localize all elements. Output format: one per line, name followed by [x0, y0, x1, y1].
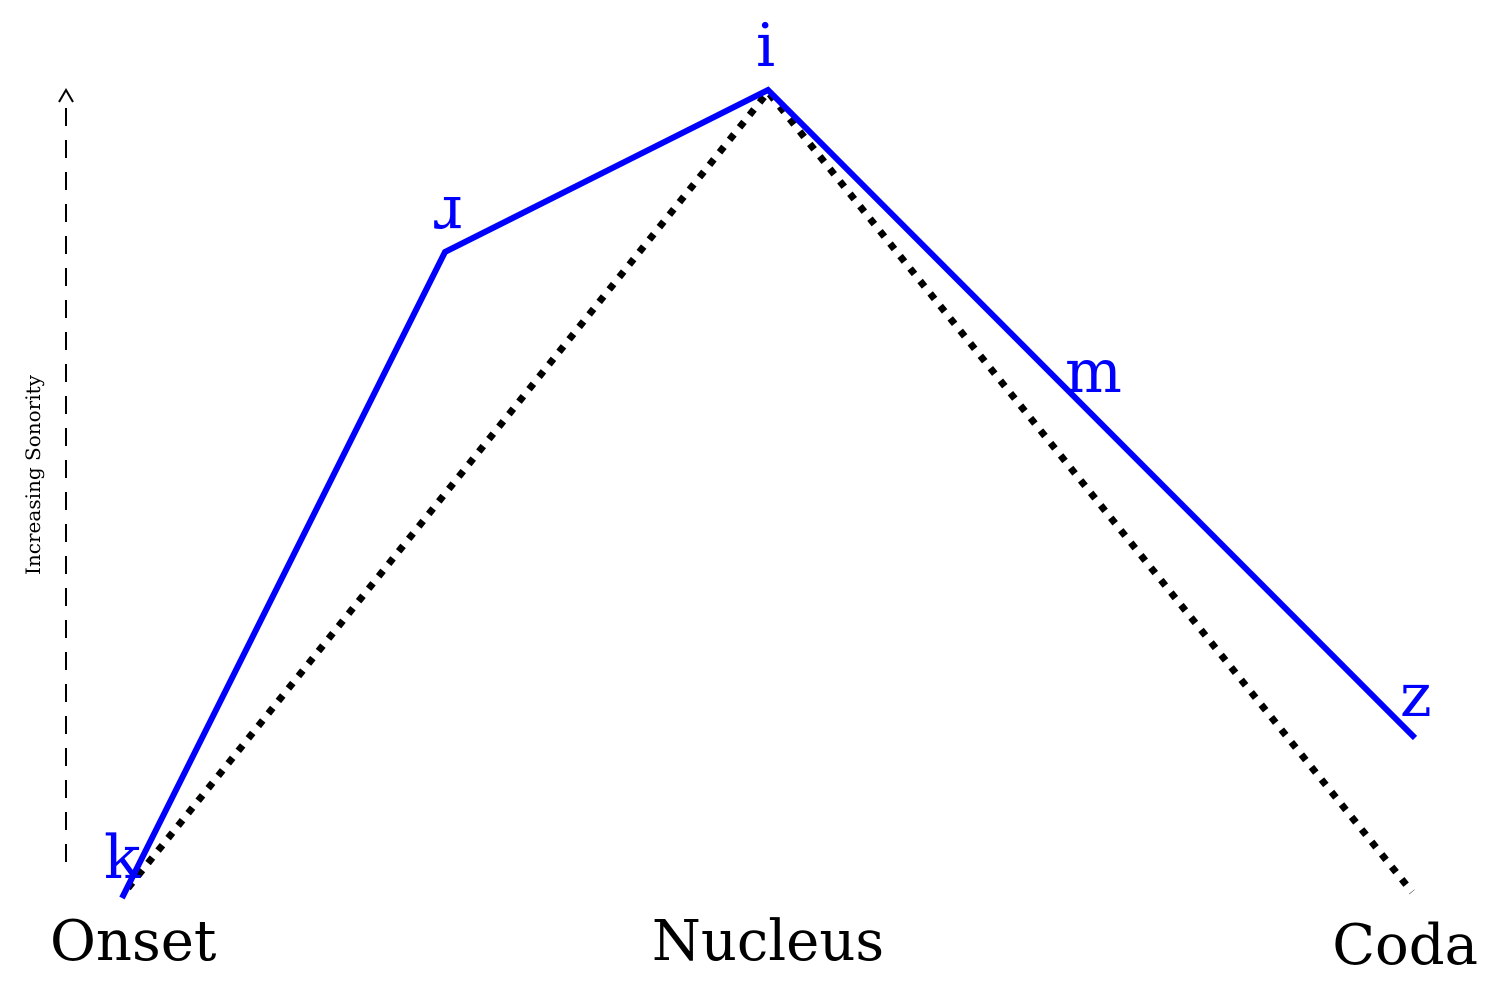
sonority-profile-line — [119, 86, 1418, 900]
phone-label-r: ɹ — [432, 173, 462, 243]
onset-label: Onset — [50, 909, 217, 974]
phone-label-z: z — [1400, 661, 1432, 731]
coda-label: Coda — [1332, 913, 1478, 978]
sonority-axis-arrowhead — [58, 88, 74, 103]
phone-label-i: i — [756, 11, 775, 81]
nucleus-label: Nucleus — [652, 909, 884, 974]
phone-label-m: m — [1065, 337, 1122, 407]
sonority-axis-label: Increasing Sonority — [21, 374, 45, 575]
ideal-sonority-curve — [125, 86, 1415, 895]
phone-label-k: k — [104, 823, 141, 893]
